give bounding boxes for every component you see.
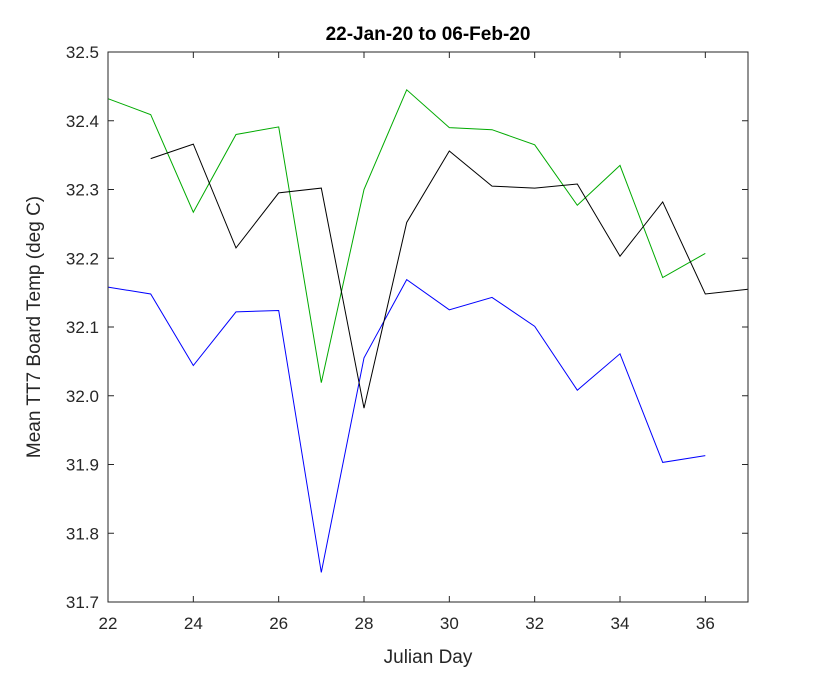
series-line-1: [107, 278, 706, 573]
y-tick-label: 32.5: [66, 43, 99, 62]
x-tick-label: 30: [440, 614, 459, 633]
x-tick-label: 26: [269, 614, 288, 633]
ticks-layer: 22 24 26 28 30 32 34 36 31.7 31.8 31.9 32.0 32.1 32.2…: [66, 43, 748, 633]
y-tick-label: 32.0: [66, 387, 99, 406]
x-axis-label: Julian Day: [384, 647, 473, 668]
series-layer: [107, 88, 749, 573]
y-tick-label: 31.7: [66, 593, 99, 612]
x-tick-label: 34: [611, 614, 630, 633]
y-tick-label: 31.8: [66, 524, 99, 543]
y-tick-label: 31.9: [66, 456, 99, 475]
series-line-3: [150, 143, 749, 409]
chart-title: 22-Jan-20 to 06-Feb-20: [326, 24, 531, 45]
y-tick-label: 32.1: [66, 318, 99, 337]
plot-frame: [107, 51, 749, 603]
x-tick-label: 22: [99, 614, 118, 633]
y-tick-label: 32.4: [66, 112, 99, 131]
y-tick-label: 32.2: [66, 249, 99, 268]
series-line-2: [107, 88, 706, 383]
x-tick-label: 28: [355, 614, 374, 633]
y-axis-label: Mean TT7 Board Temp (deg C): [24, 196, 45, 458]
x-tick-label: 36: [696, 614, 715, 633]
x-tick-label: 32: [525, 614, 544, 633]
y-tick-label: 32.3: [66, 181, 99, 200]
x-tick-label: 24: [184, 614, 203, 633]
plot-area: [108, 52, 748, 602]
